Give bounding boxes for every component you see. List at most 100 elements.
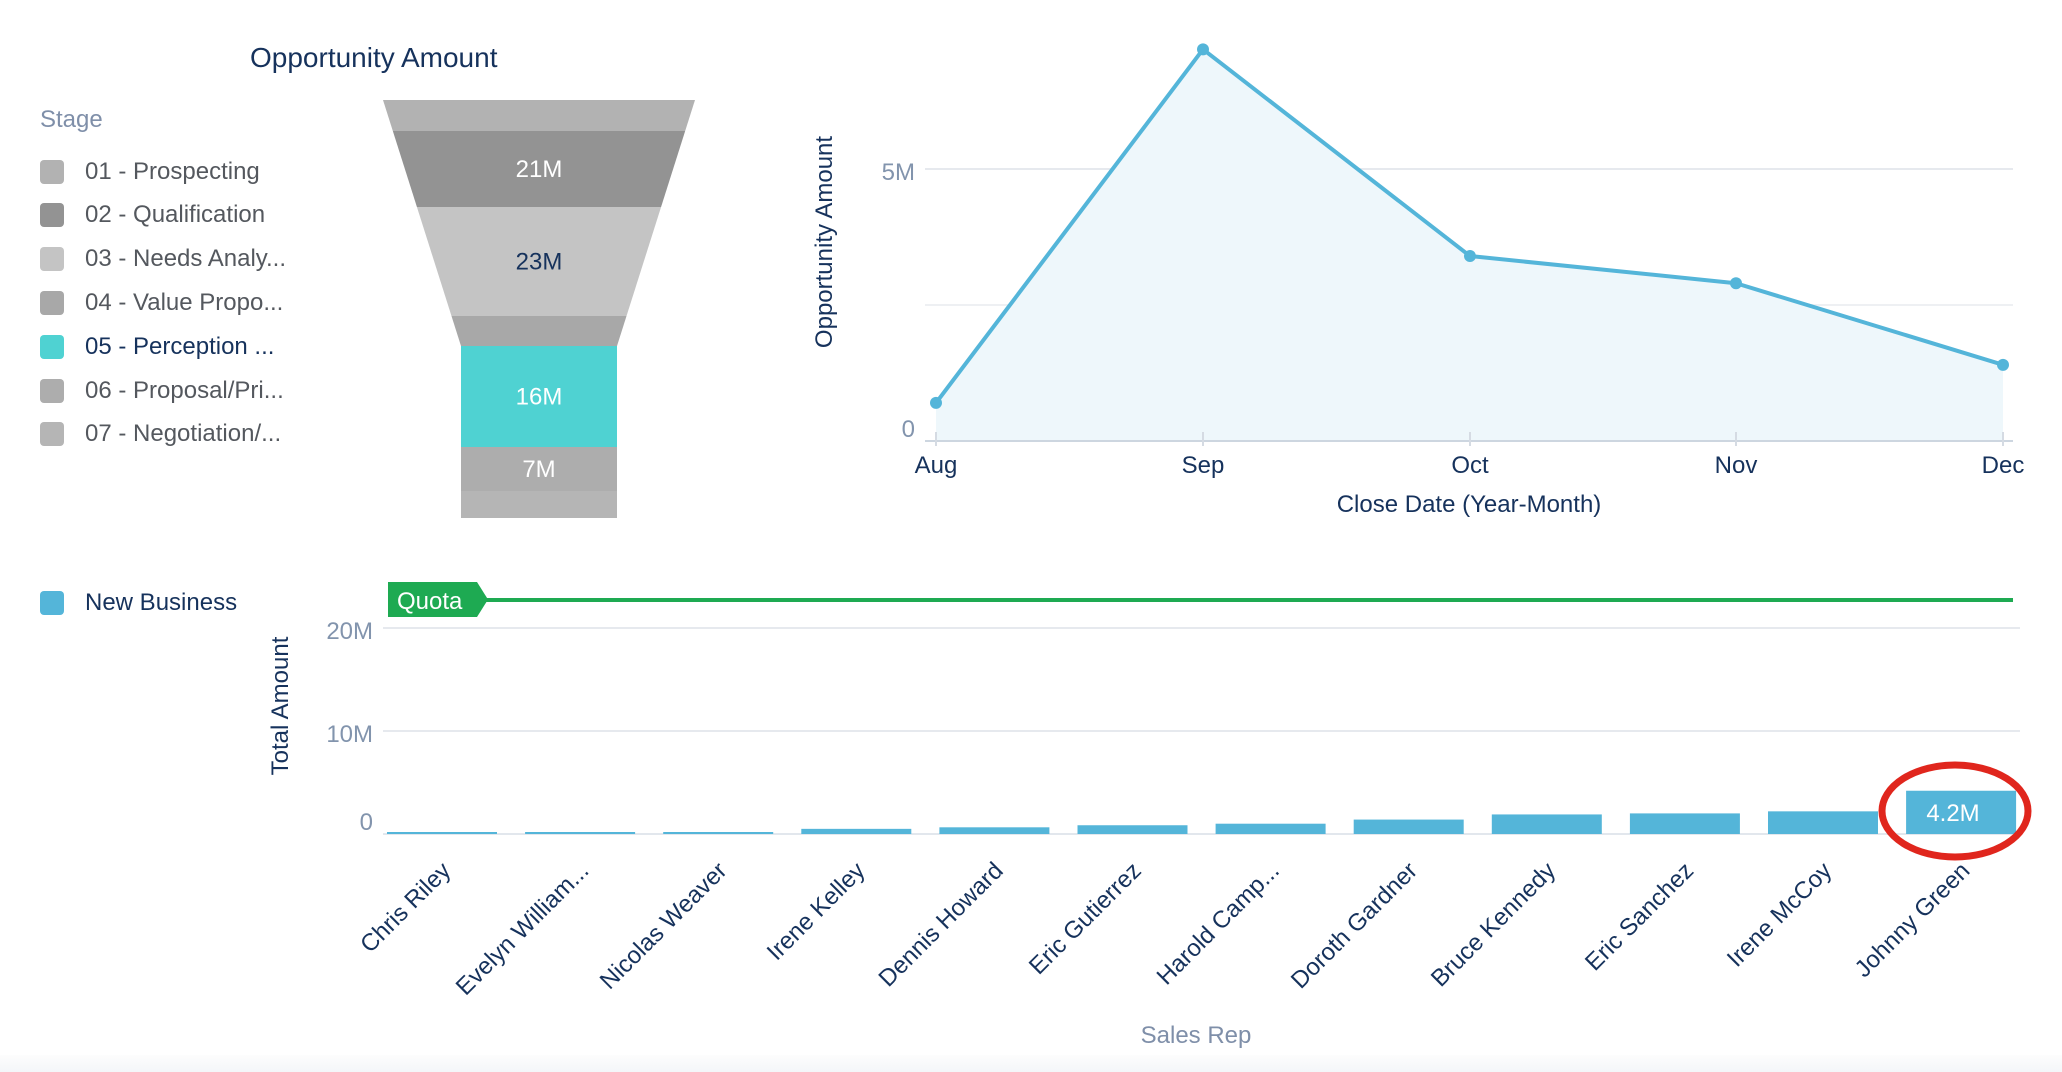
x-axis-label-sales-rep: Irene McCoy [1722, 857, 1837, 972]
x-axis-label-sales-rep: Bruce Kennedy [1426, 857, 1561, 992]
bar-nicolas-weaver[interactable] [663, 832, 774, 834]
data-point-sep[interactable] [1197, 43, 1209, 56]
stage-swatch [40, 422, 64, 446]
bar-eric-gutierrez[interactable] [1077, 825, 1188, 834]
funnel-segment-shape [461, 346, 617, 447]
area-fill [936, 49, 2003, 441]
legend-item-stage-4[interactable]: 04 - Value Propo... [40, 288, 283, 318]
x-axis-label-sales-rep: Doroth Gardner [1286, 857, 1423, 994]
legend-label: 07 - Negotiation/... [85, 420, 282, 447]
x-tick-dec: Dec [1982, 452, 2025, 479]
y-tick-0: 0 [360, 809, 373, 836]
x-axis-label-sales-rep: Eric Gutierrez [1024, 857, 1147, 980]
bar-doroth-gardner[interactable] [1353, 819, 1464, 834]
legend-label: 04 - Value Propo... [85, 289, 284, 316]
stage-legend-title: Stage [40, 106, 103, 133]
bar-dennis-howard[interactable] [939, 827, 1050, 834]
bar-johnny-green[interactable] [1906, 790, 2017, 834]
bar-harold-camp[interactable] [1215, 823, 1326, 834]
y-tick-20m: 20M [326, 618, 373, 645]
y-tick-10m: 10M [326, 721, 373, 748]
legend-item-stage-7[interactable]: 07 - Negotiation/... [40, 419, 281, 449]
funnel-value-label: 7M [522, 456, 555, 483]
stage-swatch [40, 160, 64, 184]
legend-label: 03 - Needs Analy... [85, 245, 286, 272]
x-tick-aug: Aug [915, 452, 958, 479]
bar-evelyn-william[interactable] [525, 832, 636, 834]
funnel-segment-stage-7[interactable] [461, 491, 617, 518]
x-axis-label-sales-rep: Dennis Howard [874, 857, 1009, 992]
x-axis-label-sales-rep: Nicolas Weaver [595, 857, 733, 995]
quota-line[interactable]: Quota [388, 582, 2013, 617]
stage-swatch [40, 203, 64, 227]
funnel-segment-stage-3[interactable]: 23M [416, 207, 662, 316]
data-point-dec[interactable] [1997, 358, 2009, 371]
funnel-segment-stage-1[interactable] [383, 100, 695, 131]
legend-item-stage-1[interactable]: 01 - Prospecting [40, 157, 260, 187]
legend-label: 06 - Proposal/Pri... [85, 377, 284, 404]
funnel-segment-shape [383, 100, 695, 131]
sales-rep-bar-chart: 20M 10M 0 Total Amount Quota Chris Riley… [267, 582, 2032, 1049]
stage-swatch [40, 335, 64, 359]
x-tick-oct: Oct [1451, 452, 1489, 479]
legend-item-stage-6[interactable]: 06 - Proposal/Pri... [40, 376, 284, 406]
bar-bruce-kennedy[interactable] [1491, 814, 1602, 834]
funnel-segment-stage-6[interactable]: 7M [461, 447, 617, 491]
legend-label: New Business [85, 589, 238, 616]
x-axis-ticks: Aug Sep Oct Nov Dec [915, 432, 2025, 479]
highlight-value-label: 4.2M [1926, 800, 1979, 827]
data-point-oct[interactable] [1464, 250, 1476, 263]
stage-swatch [40, 247, 64, 271]
x-tick-nov: Nov [1715, 452, 1758, 479]
bar-x-axis-label: Sales Rep [1141, 1022, 1252, 1049]
quota-label: Quota [397, 588, 463, 615]
legend-item-stage-5[interactable]: 05 - Perception ... [40, 332, 274, 362]
funnel-segment-shape [416, 207, 662, 316]
funnel-chart-title: Opportunity Amount [250, 42, 498, 73]
new-business-swatch [40, 591, 64, 615]
data-point-aug[interactable] [930, 396, 942, 409]
stage-swatch [40, 291, 64, 315]
quota-tag [388, 582, 488, 617]
y-tick-5m: 5M [882, 159, 915, 186]
x-axis-label-sales-rep: Irene Kelley [762, 857, 871, 966]
legend-item-stage-2[interactable]: 02 - Qualification [40, 200, 265, 230]
opportunity-amount-line-chart: Aug Sep Oct Nov Dec 5M 0 Opportunity Amount … [811, 43, 2024, 518]
funnel-segment-shape [461, 447, 617, 491]
bars [387, 790, 2017, 834]
x-axis-label-sales-rep: Harold Camp... [1152, 857, 1285, 990]
bar-chris-riley[interactable] [387, 832, 497, 834]
x-axis-label-sales-rep: Evelyn William... [451, 857, 595, 1001]
funnel-value-label: 21M [516, 156, 563, 183]
bar-eric-sanchez[interactable] [1629, 813, 1740, 834]
bar-irene-mccoy[interactable] [1768, 811, 1878, 834]
funnel-segment-stage-5[interactable]: 16M [461, 346, 617, 447]
funnel-chart: 21M 23M 16M 7M [383, 100, 695, 518]
highlight-annotation-circle [1878, 761, 2032, 861]
legend-label: 01 - Prospecting [85, 158, 260, 185]
x-axis-label-sales-rep: Eric Sanchez [1580, 857, 1699, 976]
line-x-axis-label: Close Date (Year-Month) [1337, 491, 1602, 518]
x-axis-label-sales-rep: Johnny Green [1850, 857, 1976, 983]
legend-item-new-business[interactable]: New Business [40, 588, 237, 618]
legend-item-stage-3[interactable]: 03 - Needs Analy... [40, 244, 286, 274]
funnel-value-label: 23M [516, 249, 563, 276]
line-y-axis-label: Opportunity Amount [811, 136, 838, 348]
funnel-segment-stage-4[interactable] [451, 316, 627, 346]
legend-label: 02 - Qualification [85, 201, 266, 228]
funnel-segment-shape [461, 491, 617, 518]
data-point-nov[interactable] [1730, 277, 1742, 290]
stage-swatch [40, 379, 64, 403]
line-points [930, 43, 2009, 409]
legend-label: 05 - Perception ... [85, 333, 275, 360]
funnel-segment-shape [451, 316, 627, 346]
funnel-value-label: 16M [516, 384, 563, 411]
x-axis-label-sales-rep: Chris Riley [355, 857, 456, 958]
page-footer-strip [0, 1055, 2062, 1072]
funnel-segment-shape [392, 131, 686, 207]
funnel-segment-stage-2[interactable]: 21M [392, 131, 686, 207]
bar-irene-kelley[interactable] [801, 828, 912, 834]
bar-y-axis-label: Total Amount [267, 636, 294, 775]
